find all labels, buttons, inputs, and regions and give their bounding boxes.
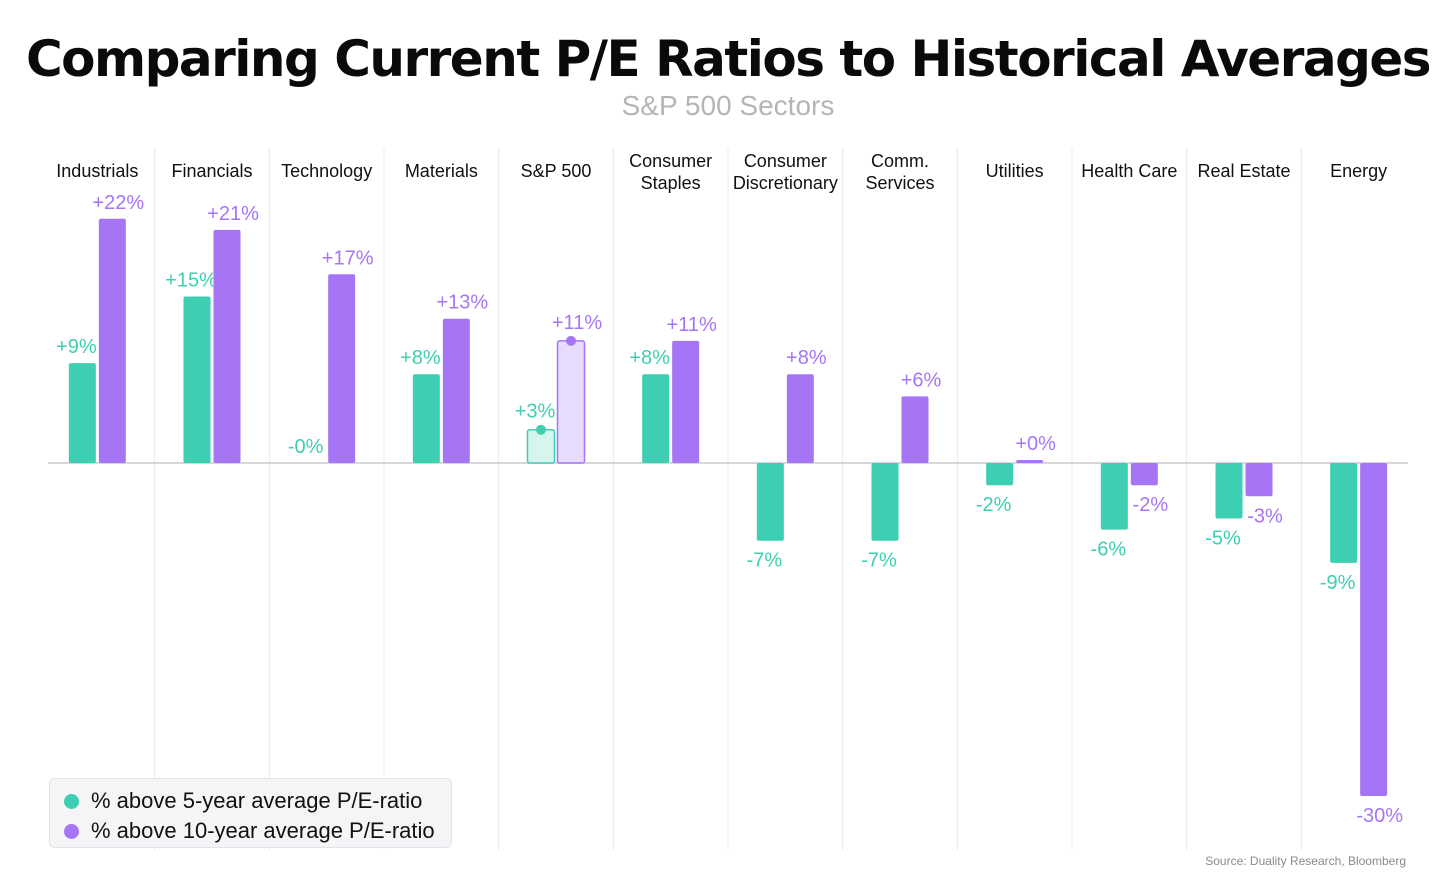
category-label-technology: Technology: [281, 161, 372, 181]
data-label-ten-year-utilities: +0%: [1015, 433, 1056, 455]
bar-five-year-comm-services: [871, 463, 899, 541]
data-label-five-year-consumer-discretionary: -7%: [747, 550, 783, 572]
bar-ten-year-industrials: [98, 218, 126, 463]
legend-item-ten-year: % above 10-year average P/E-ratio: [64, 816, 437, 846]
bar-five-year-real-estate: [1215, 463, 1243, 519]
data-label-ten-year-consumer-staples: +11%: [667, 314, 717, 336]
data-label-ten-year-comm-services: +6%: [901, 369, 942, 391]
legend: % above 5-year average P/E-ratio % above…: [49, 778, 452, 848]
data-label-ten-year-energy: -30%: [1356, 805, 1403, 827]
bar-five-year-materials: [412, 374, 440, 463]
source-note: Source: Duality Research, Bloomberg: [1205, 854, 1406, 868]
data-label-ten-year-consumer-discretionary: +8%: [786, 347, 827, 369]
category-label-real-estate: Real Estate: [1197, 161, 1290, 181]
bar-ten-year-energy: [1360, 463, 1388, 796]
bar-five-year-consumer-discretionary: [756, 463, 784, 541]
marker-ten-year-s-p-500: [566, 335, 576, 346]
bar-ten-year-s-p-500: [556, 340, 586, 464]
category-label-utilities: Utilities: [986, 161, 1044, 181]
data-label-five-year-s-p-500: +3%: [515, 401, 556, 423]
category-label-s-p-500: S&P 500: [521, 161, 592, 181]
bar-five-year-energy: [1330, 463, 1358, 563]
bar-five-year-utilities: [986, 463, 1014, 486]
category-label-industrials: Industrials: [56, 161, 138, 181]
bar-ten-year-real-estate: [1245, 463, 1273, 497]
bar-ten-year-consumer-staples: [672, 340, 700, 463]
chart-title: Comparing Current P/E Ratios to Historic…: [25, 30, 1432, 88]
legend-item-five-year: % above 5-year average P/E-ratio: [64, 786, 437, 816]
data-label-five-year-comm-services: -7%: [861, 550, 897, 572]
data-label-ten-year-technology: +17%: [322, 247, 374, 269]
category-label-energy: Energy: [1330, 161, 1387, 181]
bar-ten-year-financials: [213, 229, 241, 463]
bar-five-year-financials: [183, 296, 211, 463]
bar-ten-year-health-care: [1130, 463, 1158, 486]
data-label-ten-year-health-care: -2%: [1133, 494, 1169, 516]
category-label-health-care: Health Care: [1081, 161, 1177, 181]
data-label-five-year-financials: +15%: [165, 270, 217, 292]
category-label-materials: Materials: [405, 161, 478, 181]
bar-five-year-industrials: [68, 363, 96, 463]
bar-ten-year-technology: [328, 274, 356, 463]
data-label-five-year-materials: +8%: [400, 347, 441, 369]
bar-ten-year-comm-services: [901, 396, 929, 463]
category-label-comm-services: Comm. Services: [865, 151, 934, 193]
data-label-ten-year-financials: +21%: [207, 203, 259, 225]
legend-label-ten-year: % above 10-year average P/E-ratio: [91, 818, 435, 843]
data-label-five-year-real-estate: -5%: [1205, 528, 1241, 550]
legend-swatch-ten-year: [64, 823, 79, 839]
data-label-ten-year-materials: +13%: [436, 292, 488, 314]
data-label-five-year-consumer-staples: +8%: [629, 347, 670, 369]
data-label-five-year-technology: -0%: [288, 436, 324, 458]
data-label-ten-year-s-p-500: +11%: [552, 312, 602, 334]
data-label-five-year-industrials: +9%: [56, 336, 97, 358]
data-label-ten-year-real-estate: -3%: [1247, 505, 1283, 527]
bar-five-year-health-care: [1100, 463, 1128, 530]
bar-ten-year-materials: [442, 318, 470, 463]
chart-subtitle: S&P 500 Sectors: [621, 90, 835, 121]
data-label-ten-year-industrials: +22%: [92, 192, 144, 214]
bar-five-year-consumer-staples: [642, 374, 670, 463]
category-label-consumer-discretionary: Consumer Discretionary: [733, 151, 838, 193]
data-label-five-year-health-care: -6%: [1091, 539, 1127, 561]
data-label-five-year-energy: -9%: [1320, 572, 1356, 594]
legend-swatch-five-year: [64, 793, 79, 809]
category-label-financials: Financials: [171, 161, 252, 181]
legend-label-five-year: % above 5-year average P/E-ratio: [91, 788, 423, 813]
category-label-consumer-staples: Consumer Staples: [629, 151, 712, 193]
bar-ten-year-utilities: [1016, 460, 1044, 463]
marker-five-year-s-p-500: [536, 424, 546, 435]
bar-ten-year-consumer-discretionary: [786, 374, 814, 463]
data-label-five-year-utilities: -2%: [976, 494, 1012, 516]
